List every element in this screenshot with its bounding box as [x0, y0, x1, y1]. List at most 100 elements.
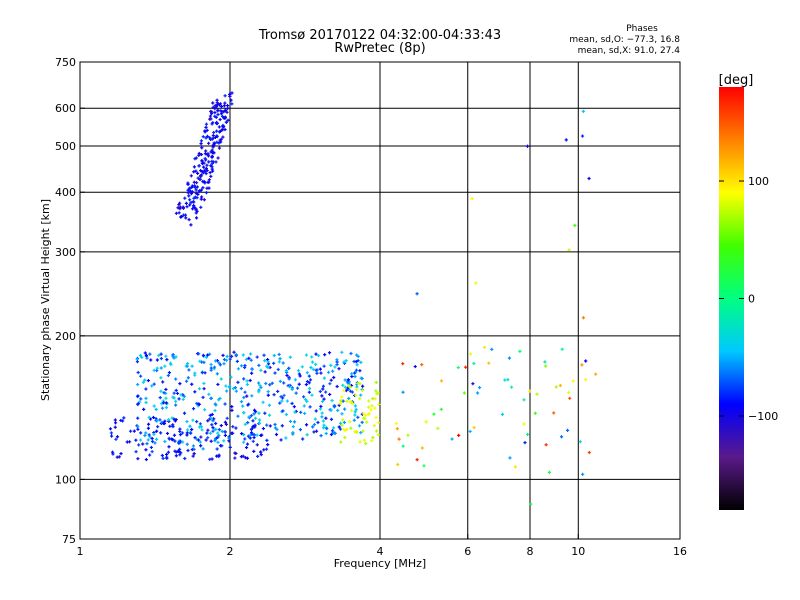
data-point [221, 124, 226, 128]
data-point [375, 429, 379, 433]
data-point [216, 382, 220, 387]
data-point [198, 359, 202, 363]
data-point [474, 281, 478, 285]
data-point [307, 381, 311, 385]
data-point [210, 111, 214, 116]
data-point [212, 160, 216, 164]
data-point [218, 363, 222, 367]
data-point [113, 418, 117, 422]
data-point [165, 455, 169, 459]
data-point [139, 374, 143, 378]
data-point [162, 391, 166, 395]
data-point [141, 442, 145, 446]
data-point [257, 421, 262, 425]
y-tick-label: 75 [62, 533, 76, 546]
data-point [420, 363, 424, 367]
data-point [280, 399, 284, 403]
data-point [338, 427, 343, 431]
data-point [108, 427, 113, 431]
data-point [223, 101, 227, 105]
data-point [358, 369, 362, 373]
data-point [326, 370, 331, 374]
data-point [314, 409, 318, 413]
data-point [291, 431, 295, 435]
data-point [308, 386, 312, 391]
data-point [349, 351, 353, 356]
data-point [338, 402, 342, 406]
data-point [174, 399, 178, 403]
data-point [209, 174, 213, 178]
data-point [163, 439, 167, 444]
data-point [210, 412, 214, 417]
data-point [278, 379, 282, 383]
data-point [415, 292, 419, 296]
data-point [346, 378, 350, 382]
data-point [339, 440, 343, 444]
data-point [187, 368, 191, 372]
data-point [343, 435, 347, 439]
data-point [324, 390, 328, 394]
data-point [194, 437, 199, 441]
data-point [352, 418, 356, 422]
data-point [212, 417, 216, 421]
data-point [547, 470, 552, 474]
data-point [244, 357, 249, 361]
data-point [217, 103, 221, 107]
data-point [179, 393, 183, 397]
data-point [375, 392, 379, 396]
data-point [341, 418, 345, 422]
data-point [144, 387, 148, 391]
data-point [219, 140, 223, 144]
data-point [297, 372, 301, 376]
data-point [406, 433, 410, 437]
data-point [217, 428, 221, 432]
data-point [247, 415, 251, 419]
data-point [323, 353, 327, 357]
data-point [248, 352, 253, 356]
stats-title: Phases [626, 24, 658, 34]
data-point [159, 376, 163, 380]
data-point [272, 361, 276, 365]
data-point [376, 433, 380, 437]
data-point [255, 443, 259, 447]
data-point [164, 396, 168, 400]
data-point [209, 164, 213, 168]
data-point [183, 456, 187, 461]
data-point [264, 447, 269, 451]
data-point [250, 367, 254, 371]
data-point [401, 362, 405, 366]
data-point [211, 101, 215, 105]
data-point [216, 431, 220, 435]
data-point [185, 419, 189, 424]
data-point [115, 435, 120, 439]
data-point [136, 457, 140, 461]
data-point [305, 433, 309, 437]
data-point [341, 383, 345, 387]
data-point [207, 352, 212, 356]
data-point [207, 160, 211, 164]
data-point [361, 384, 365, 388]
data-point [267, 403, 272, 407]
data-point [251, 439, 255, 443]
data-point [522, 422, 526, 426]
data-point [230, 405, 234, 409]
data-point [196, 438, 201, 442]
data-point [204, 438, 208, 442]
data-point [249, 427, 253, 432]
data-point [114, 437, 118, 441]
data-point [156, 425, 160, 429]
data-point [342, 360, 346, 364]
data-point [305, 379, 310, 384]
data-point [136, 402, 140, 406]
data-point [213, 439, 217, 443]
data-point [207, 186, 211, 190]
data-point [212, 130, 216, 135]
data-point [350, 390, 355, 394]
data-point [311, 425, 315, 429]
data-point [241, 404, 245, 408]
data-point [396, 462, 400, 467]
data-point [251, 424, 255, 429]
data-point [367, 412, 371, 416]
data-point [281, 361, 285, 365]
data-point [341, 427, 346, 431]
